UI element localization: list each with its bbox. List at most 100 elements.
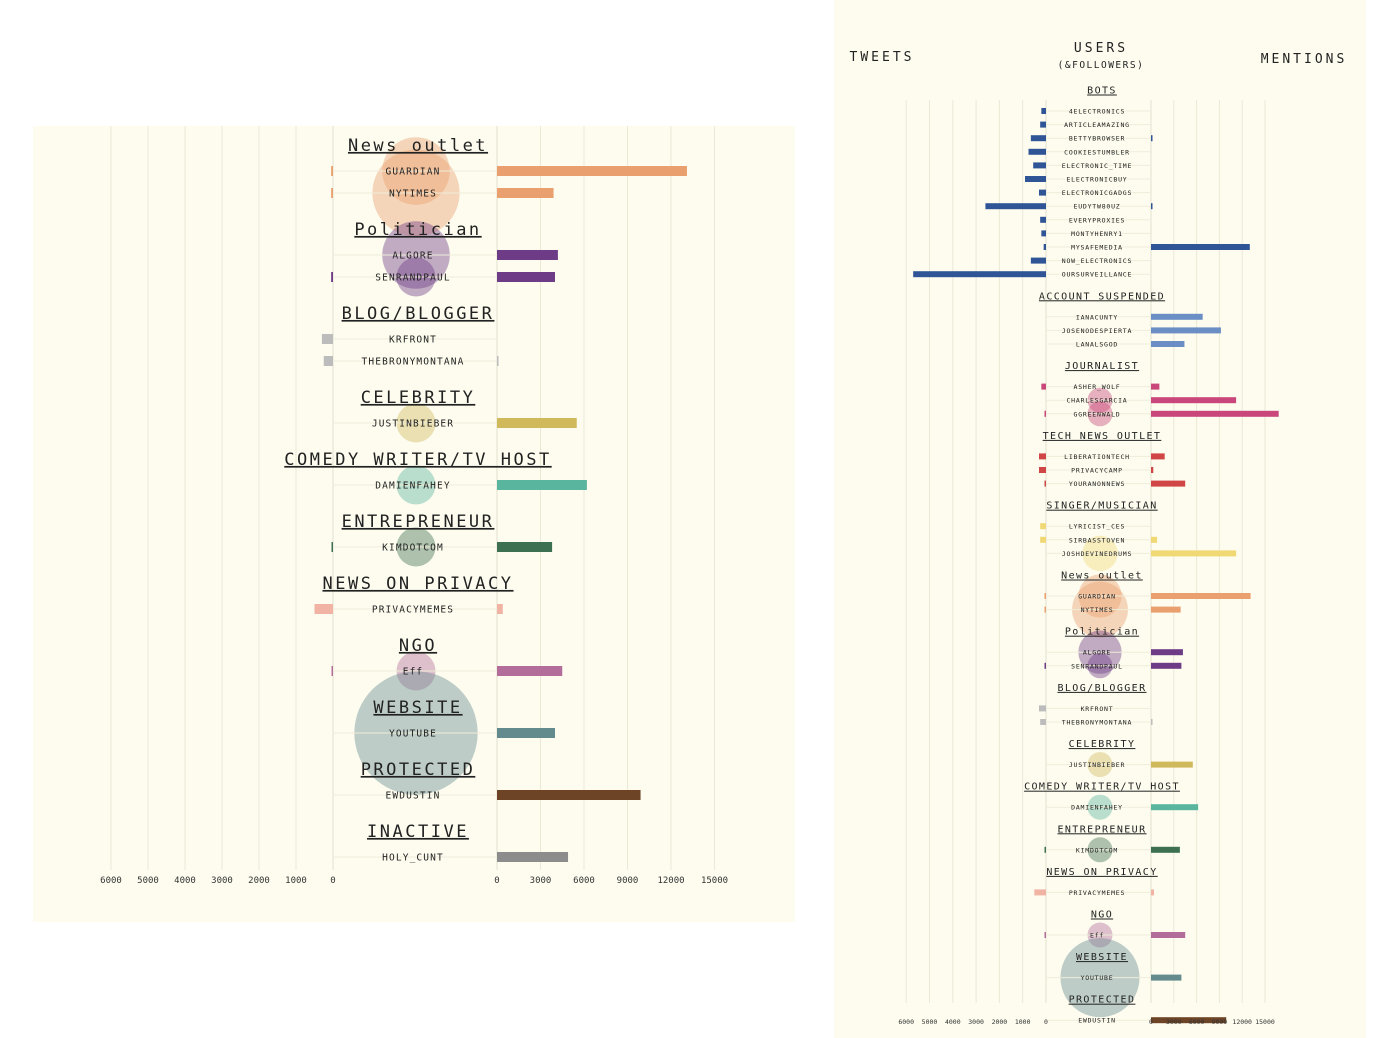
tweets-tick-label: 3000	[211, 876, 233, 886]
user-label: 4ELECTRONICS	[1069, 107, 1125, 115]
user-label: SIRBASSTOVEN	[1069, 536, 1125, 544]
mentions-bar	[1151, 536, 1158, 543]
user-label: LYRICIST_CES	[1069, 523, 1125, 531]
mentions-bar	[1151, 761, 1193, 768]
mentions-tick-label: 6000	[573, 876, 595, 886]
mentions-bar	[497, 666, 563, 676]
mentions-bar	[1151, 244, 1250, 250]
mentions-bar	[1151, 719, 1153, 725]
mentions-bar	[1151, 606, 1181, 613]
user-label: ARTICLEAMAZING	[1064, 121, 1130, 129]
mentions-tick-label: 3000	[530, 876, 552, 886]
tweets-bar	[331, 188, 333, 198]
users-header: USERS	[1074, 41, 1128, 56]
mentions-bar	[1151, 593, 1251, 599]
tweets-tick-label: 6000	[100, 876, 122, 886]
tweets-tick-label: 2000	[248, 876, 270, 886]
tweets-bar	[1043, 244, 1046, 250]
category-label: JOURNALIST	[1065, 361, 1139, 372]
user-label: KIMDOTCOM	[1076, 846, 1118, 854]
mentions-bar	[1151, 203, 1153, 210]
mentions-tick-label: 0	[494, 876, 499, 886]
user-label: KRFRONT	[1081, 705, 1114, 713]
category-label: PROTECTED	[1069, 995, 1136, 1006]
mentions-bar	[497, 604, 503, 614]
mentions-bar	[497, 542, 553, 552]
user-label: YOURANONNEWS	[1069, 480, 1125, 488]
user-label: KIMDOTCOM	[382, 543, 444, 554]
user-label: LANALSGOD	[1076, 340, 1118, 348]
user-label: EWDUSTIN	[386, 791, 441, 802]
mentions-bar	[497, 272, 555, 282]
category-label: NEWS ON PRIVACY	[1046, 867, 1157, 878]
tweets-bar	[913, 271, 1046, 278]
category-label: BLOG/BLOGGER	[342, 304, 495, 324]
tweets-tick-label: 3000	[968, 1018, 984, 1026]
tweets-bar	[1040, 719, 1046, 725]
mentions-tick-label: 15000	[701, 876, 728, 886]
tweets-bar	[1030, 257, 1046, 264]
tweets-tick-label: 6000	[898, 1018, 914, 1026]
user-label: SENRANDPAUL	[1071, 662, 1123, 670]
tweets-bar	[331, 166, 333, 176]
tweets-bar	[1044, 593, 1046, 599]
category-label: NGO	[1091, 910, 1113, 921]
mentions-bar	[497, 480, 587, 490]
right-panel: BOTS 4ELECTRONICS ARTICLEAMAZING BETTYBROWS…	[834, 0, 1366, 1038]
tweets-bar	[1044, 410, 1046, 417]
user-label: ASHER_WOLF	[1074, 383, 1121, 391]
user-label: GUARDIAN	[386, 167, 441, 178]
user-label: CHARLESGARCIA	[1066, 397, 1127, 405]
user-label: GGREENWALD	[1074, 410, 1121, 418]
mentions-header: MENTIONS	[1261, 52, 1348, 67]
category-label: News outlet	[348, 136, 488, 156]
tweets-bar	[1044, 606, 1046, 613]
tweets-bar	[1040, 523, 1046, 530]
user-label: BETTYBROWSER	[1069, 135, 1125, 143]
user-label: JUSTINBIEBER	[1069, 761, 1125, 769]
mentions-bar	[1151, 383, 1160, 390]
mentions-bar	[1151, 1017, 1227, 1024]
tweets-bar	[323, 356, 333, 366]
tweets-bar	[321, 334, 333, 344]
user-label: THEBRONYMONTANA	[1062, 718, 1132, 726]
category-label: WEBSITE	[373, 698, 462, 718]
user-label: DAMIENFAHEY	[375, 481, 450, 492]
mentions-bar	[497, 728, 555, 738]
mentions-bar	[1151, 889, 1155, 896]
user-label: NYTIMES	[1081, 606, 1114, 614]
tweets-bar	[331, 542, 333, 552]
tweets-tick-label: 0	[330, 876, 335, 886]
mentions-bar	[1151, 550, 1237, 557]
mentions-bar	[497, 188, 554, 198]
category-label: BLOG/BLOGGER	[1057, 683, 1146, 694]
user-label: HOLY_CUNT	[382, 853, 444, 864]
mentions-bar	[1151, 649, 1183, 656]
user-label: EUDYTW80UZ	[1074, 203, 1121, 211]
right-labels: BOTS 4ELECTRONICS ARTICLEAMAZING BETTYBROWS…	[1024, 86, 1180, 1038]
tweets-bar	[1039, 453, 1046, 460]
category-label: COMEDY WRITER/TV HOST	[1024, 782, 1180, 793]
tweets-bar	[331, 272, 333, 282]
mentions-tick-label: 9000	[617, 876, 639, 886]
mentions-bar	[1151, 467, 1154, 473]
tweets-tick-label: 1000	[285, 876, 307, 886]
mentions-bar	[497, 166, 687, 176]
tweets-bar	[1039, 467, 1046, 473]
mentions-tick-label: 3000	[1166, 1018, 1182, 1026]
category-label: SINGER/MUSICIAN	[1046, 501, 1157, 512]
user-label: ELECTRONICBUY	[1066, 175, 1127, 183]
mentions-bar	[1151, 974, 1182, 981]
user-label: YOUTUBE	[389, 729, 437, 740]
user-label: MONTYHENRY1	[1071, 230, 1123, 238]
mentions-bar	[1151, 804, 1199, 811]
tweets-bar	[1039, 705, 1046, 712]
right-bars	[913, 108, 1279, 1024]
category-label: INACTIVE	[367, 822, 469, 842]
mentions-bar	[1151, 135, 1153, 142]
category-label: COMEDY WRITER/TV HOST	[284, 450, 551, 470]
tweets-header: TWEETS	[850, 50, 915, 65]
tweets-bar	[1028, 148, 1046, 155]
tweets-bar	[1044, 846, 1046, 853]
